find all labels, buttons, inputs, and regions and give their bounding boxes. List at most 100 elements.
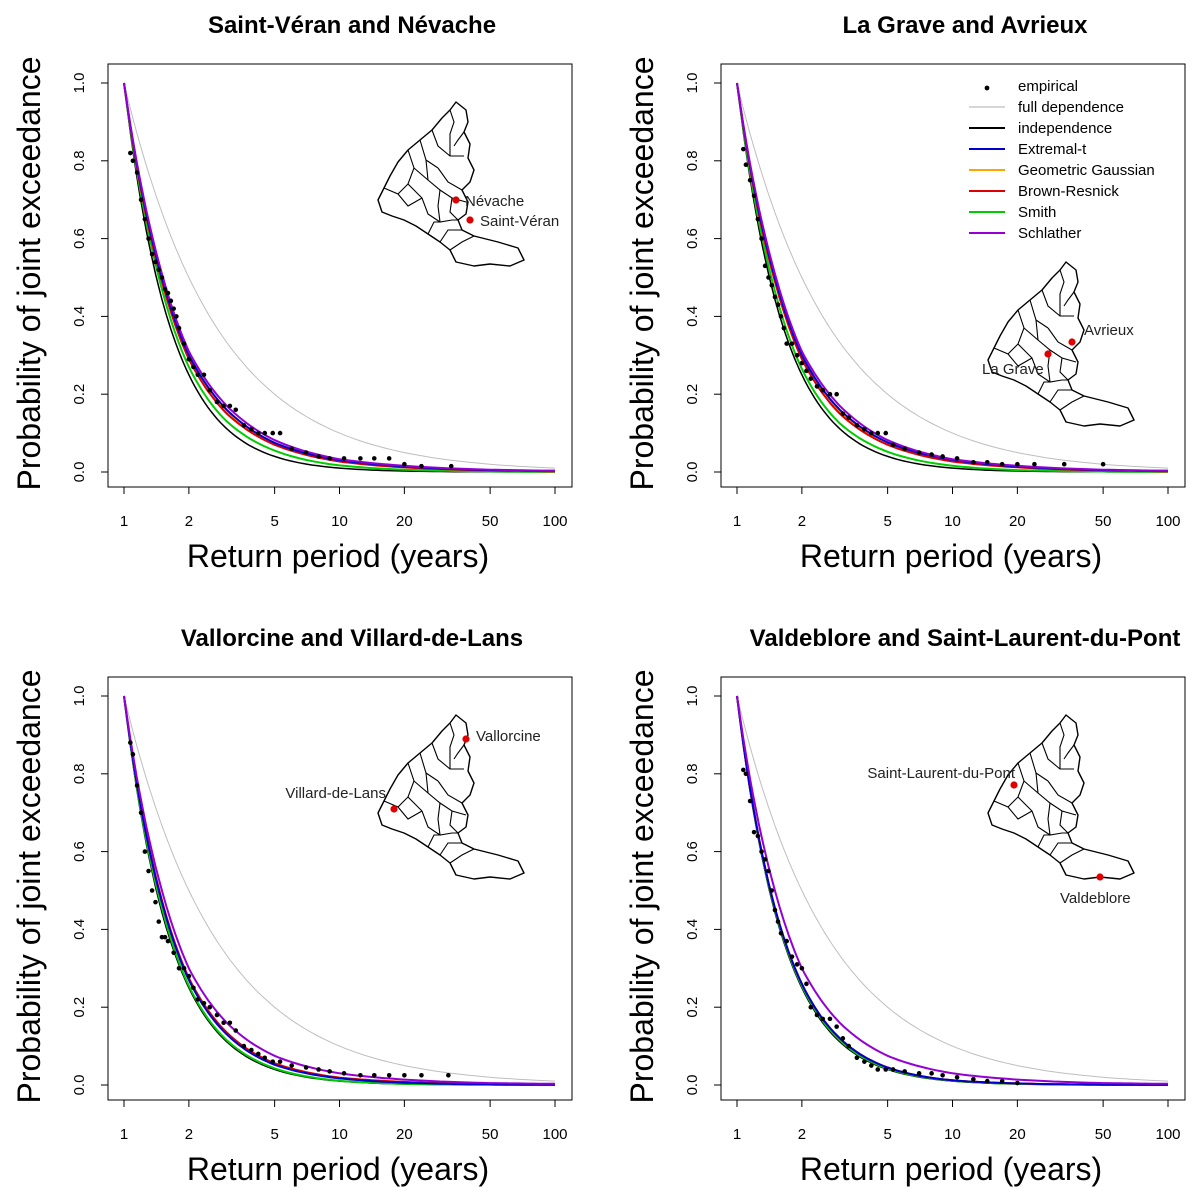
empirical-point <box>128 150 133 156</box>
empirical-point <box>1100 461 1106 467</box>
map-boundary <box>397 149 415 195</box>
empirical-point <box>984 459 990 465</box>
empirical-point <box>130 752 136 757</box>
empirical-point <box>862 1059 867 1064</box>
y-tick-label: 0.2 <box>71 997 88 1018</box>
inset-map <box>377 101 525 267</box>
map-boundary <box>1017 796 1068 836</box>
y-tick-label: 0.8 <box>684 763 701 784</box>
map-boundary <box>449 197 459 221</box>
empirical-point <box>854 1055 860 1061</box>
map-site-label: Valdeblore <box>1060 890 1131 907</box>
empirical-point <box>142 849 148 854</box>
empirical-point <box>201 1001 207 1006</box>
map-boundary <box>437 780 463 804</box>
empirical-point <box>916 1071 922 1076</box>
map-boundary <box>449 109 455 156</box>
legend-label: Smith <box>1018 204 1056 221</box>
empirical-point <box>971 459 976 465</box>
map-boundary <box>993 347 1033 367</box>
empirical-point <box>159 275 165 280</box>
empirical-point <box>277 1059 283 1064</box>
empirical-point <box>929 452 934 457</box>
y-tick-label: 1.0 <box>684 686 701 707</box>
inset-map <box>987 714 1135 881</box>
empirical-point <box>181 341 187 346</box>
map-site-label: Saint-Véran <box>480 213 559 230</box>
map-boundary <box>1023 780 1039 794</box>
y-axis-label: Probability of joint exceedance <box>11 56 47 490</box>
x-tick-label: 100 <box>1155 1126 1180 1143</box>
empirical-point <box>241 1043 247 1049</box>
empirical-point <box>186 356 192 362</box>
map-boundary <box>1007 309 1025 355</box>
empirical-point <box>741 146 746 152</box>
empirical-point <box>214 399 220 405</box>
empirical-point <box>1015 461 1020 467</box>
series-line-smith <box>736 82 1168 473</box>
empirical-point <box>186 973 192 979</box>
panel-title: La Grave and Avrieux <box>843 12 1089 39</box>
y-tick-label: 0.0 <box>71 462 88 483</box>
y-tick-label: 1.0 <box>71 686 88 707</box>
panel-title: Valdeblore and Saint-Laurent-du-Pont <box>750 625 1181 652</box>
empirical-point <box>419 1072 424 1078</box>
empirical-point <box>984 1078 990 1084</box>
empirical-point <box>448 463 454 469</box>
y-tick-label: 0.4 <box>71 306 88 327</box>
empirical-point <box>846 1043 852 1049</box>
empirical-point <box>766 275 771 280</box>
empirical-point <box>755 216 761 222</box>
empirical-point <box>862 426 867 432</box>
empirical-point <box>341 1071 347 1076</box>
series-line-schlather <box>736 695 1168 1085</box>
series-line-extremal-t <box>736 695 1168 1086</box>
y-tick-label: 0.6 <box>684 228 701 249</box>
x-axis-label: Return period (years) <box>800 1151 1102 1187</box>
empirical-point <box>168 298 174 304</box>
panel-1: Saint-Véran and Névache 1 2 5 10 20 50 100 0.0 0.… <box>11 12 573 574</box>
map-boundary <box>383 187 423 207</box>
series-line-smith <box>123 82 555 473</box>
empirical-point <box>834 391 839 397</box>
map-boundary <box>1047 802 1051 836</box>
map-site-marker <box>1096 873 1104 881</box>
empirical-point <box>820 1016 826 1022</box>
map-boundary <box>407 796 458 836</box>
empirical-point <box>327 456 332 461</box>
empirical-point <box>759 849 764 854</box>
empirical-point <box>358 1072 363 1078</box>
y-tick-label: 1.0 <box>71 73 88 94</box>
empirical-point <box>156 267 162 273</box>
series-line-extremal-t <box>123 695 555 1086</box>
y-tick-label: 0.0 <box>684 462 701 483</box>
x-tick-label: 5 <box>270 513 278 530</box>
empirical-point <box>834 1024 839 1029</box>
empirical-point <box>176 325 182 331</box>
empirical-point <box>741 767 746 773</box>
map-boundary <box>1059 269 1065 316</box>
map-boundary <box>437 802 441 836</box>
empirical-point <box>814 1012 820 1018</box>
empirical-point <box>316 454 321 459</box>
empirical-point <box>221 403 226 409</box>
empirical-point <box>759 236 764 241</box>
empirical-point <box>149 888 155 893</box>
empirical-point <box>162 934 168 940</box>
empirical-point <box>262 1055 268 1061</box>
empirical-point <box>751 829 757 835</box>
map-boundary <box>1059 357 1069 381</box>
x-tick-label: 50 <box>482 1126 499 1143</box>
map-boundary <box>993 800 1033 820</box>
map-boundary <box>1017 343 1068 383</box>
empirical-point <box>772 294 778 300</box>
x-tick-label: 100 <box>1155 513 1180 530</box>
empirical-point <box>794 353 800 358</box>
empirical-point <box>162 286 168 292</box>
y-tick-label: 0.2 <box>684 997 701 1018</box>
map-boundary <box>1059 810 1069 834</box>
legend-label: empirical <box>1018 78 1078 95</box>
y-tick-label: 0.0 <box>71 1075 88 1096</box>
panel-2: La Grave and Avrieux 1 2 5 10 20 50 100 0.0 0.2 0.… <box>624 12 1186 574</box>
empirical-point <box>303 450 309 455</box>
